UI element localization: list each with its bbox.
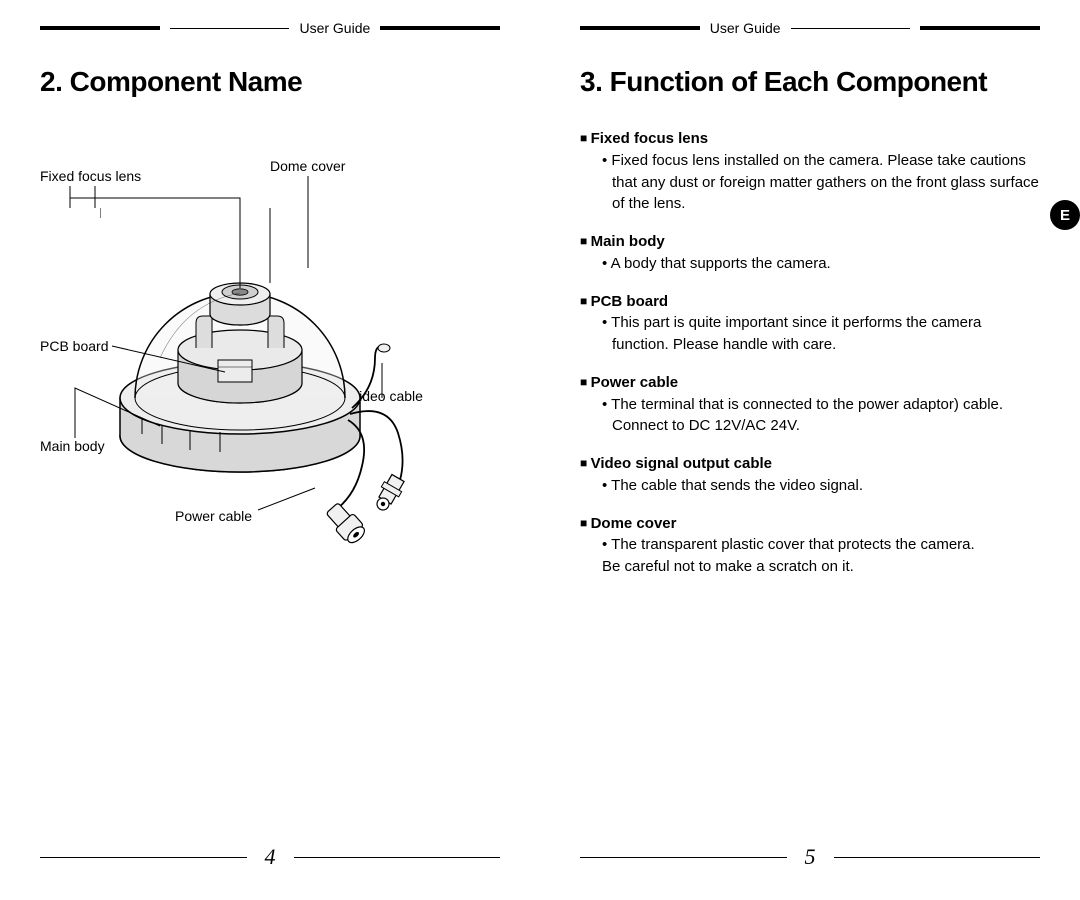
item-body: The cable that sends the video signal. [594, 475, 1040, 497]
header-rule-right: User Guide [580, 20, 1040, 36]
item-body: Fixed focus lens installed on the camera… [594, 150, 1040, 215]
callout-pcb-board: PCB board [40, 338, 108, 354]
item-body: The terminal that is connected to the po… [594, 394, 1040, 438]
header-label: User Guide [710, 20, 781, 36]
rule-segment [40, 857, 247, 858]
rule-segment [294, 857, 501, 858]
page-right: User Guide 3. Function of Each Component… [540, 0, 1080, 900]
rule-segment [40, 26, 160, 30]
callout-dome-cover: Dome cover [270, 158, 345, 174]
header-label: User Guide [299, 20, 370, 36]
language-badge: E [1050, 200, 1080, 230]
header-rule-left: User Guide [40, 20, 500, 36]
item-body-cont: Be careful not to make a scratch on it. [580, 556, 1040, 578]
list-item: Dome cover The transparent plastic cover… [580, 513, 1040, 578]
rule-segment [920, 26, 1040, 30]
section-title-right: 3. Function of Each Component [580, 66, 1040, 98]
list-item: Fixed focus lens Fixed focus lens instal… [580, 128, 1040, 215]
rule-segment [580, 26, 700, 30]
rule-segment [380, 26, 500, 30]
list-item: Main body A body that supports the camer… [580, 231, 1040, 275]
list-item: PCB board This part is quite important s… [580, 291, 1040, 356]
rule-segment [580, 857, 787, 858]
item-heading: Video signal output cable [580, 453, 1040, 475]
item-heading: Power cable [580, 372, 1040, 394]
list-item: Power cable The terminal that is connect… [580, 372, 1040, 437]
item-body: This part is quite important since it pe… [594, 312, 1040, 356]
section-title-left: 2. Component Name [40, 66, 500, 98]
page-left: User Guide 2. Component Name Fixed focus… [0, 0, 540, 900]
item-heading: Fixed focus lens [580, 128, 1040, 150]
item-heading: Main body [580, 231, 1040, 253]
function-list: Fixed focus lens Fixed focus lens instal… [580, 128, 1040, 578]
callout-main-body: Main body [40, 438, 105, 454]
rule-segment [791, 28, 911, 29]
item-body: A body that supports the camera. [594, 253, 1040, 275]
item-heading: Dome cover [580, 513, 1040, 535]
dome-camera-icon [100, 208, 460, 548]
rule-segment [834, 857, 1041, 858]
footer-rule-left: 4 [40, 844, 500, 870]
rule-segment [170, 28, 290, 29]
page-number-right: 5 [805, 844, 816, 870]
callout-fixed-focus-lens: Fixed focus lens [40, 168, 141, 184]
footer-rule-right: 5 [580, 844, 1040, 870]
list-item: Video signal output cable The cable that… [580, 453, 1040, 497]
item-body: The transparent plastic cover that prote… [594, 534, 1040, 556]
component-diagram: Fixed focus lens Dome cover PCB board Ma… [40, 138, 500, 618]
page-number-left: 4 [265, 844, 276, 870]
item-heading: PCB board [580, 291, 1040, 313]
